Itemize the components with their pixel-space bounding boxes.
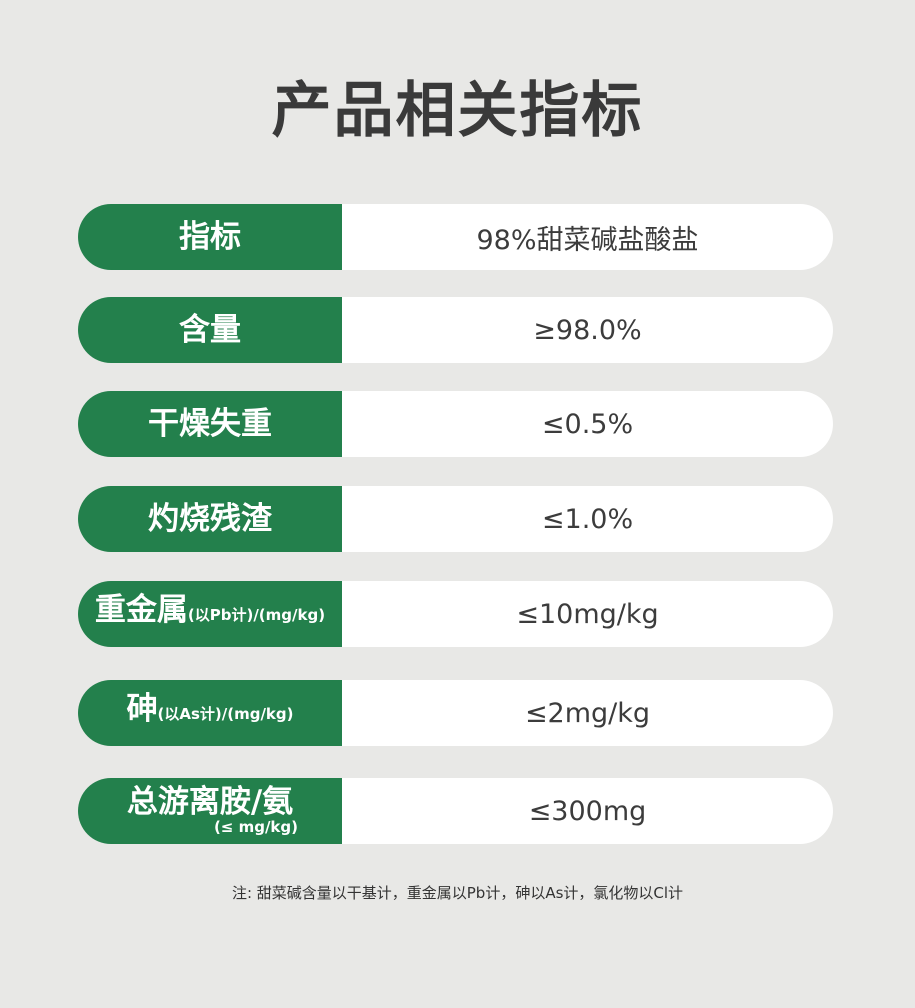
spec-label: 含量 (78, 297, 342, 363)
spec-label: 干燥失重 (78, 391, 342, 457)
spec-row: 干燥失重 ≤0.5% (78, 391, 833, 457)
spec-value: ≤10mg/kg (342, 581, 833, 647)
spec-value: ≤1.0% (342, 486, 833, 552)
spec-row: 重金属 (以Pb计)/(mg/kg) ≤10mg/kg (78, 581, 833, 647)
spec-value: ≤300mg (342, 778, 833, 844)
spec-value: ≤2mg/kg (342, 680, 833, 746)
spec-label: 总游离胺/氨 (≤ mg/kg) (78, 778, 342, 844)
label-text: 含量 (179, 311, 241, 348)
spec-value: ≤0.5% (342, 391, 833, 457)
spec-row: 指标 98%甜菜碱盐酸盐 (78, 204, 833, 270)
spec-label: 指标 (78, 204, 342, 270)
label-unit: (以As计)/(mg/kg) (157, 705, 294, 723)
label-unit: (以Pb计)/(mg/kg) (187, 606, 326, 624)
spec-label: 重金属 (以Pb计)/(mg/kg) (78, 581, 342, 647)
spec-row: 砷 (以As计)/(mg/kg) ≤2mg/kg (78, 680, 833, 746)
page-title: 产品相关指标 (271, 76, 644, 146)
spec-row: 灼烧残渣 ≤1.0% (78, 486, 833, 552)
spec-row: 总游离胺/氨 (≤ mg/kg) ≤300mg (78, 778, 833, 844)
label-text: 指标 (179, 218, 241, 255)
spec-value: 98%甜菜碱盐酸盐 (342, 204, 833, 270)
spec-label: 灼烧残渣 (78, 486, 342, 552)
label-text: 灼烧残渣 (148, 500, 272, 537)
label-unit: (≤ mg/kg) (213, 818, 298, 836)
label-text: 干燥失重 (148, 405, 272, 442)
footnote: 注: 甜菜碱含量以干基计，重金属以Pb计，砷以As计，氯化物以Cl计 (231, 884, 684, 902)
label-text: 重金属 (94, 592, 188, 628)
spec-row: 含量 ≥98.0% (78, 297, 833, 363)
label-text: 砷 (126, 691, 158, 727)
spec-label: 砷 (以As计)/(mg/kg) (78, 680, 342, 746)
label-text: 总游离胺/氨 (126, 784, 294, 820)
spec-value: ≥98.0% (342, 297, 833, 363)
